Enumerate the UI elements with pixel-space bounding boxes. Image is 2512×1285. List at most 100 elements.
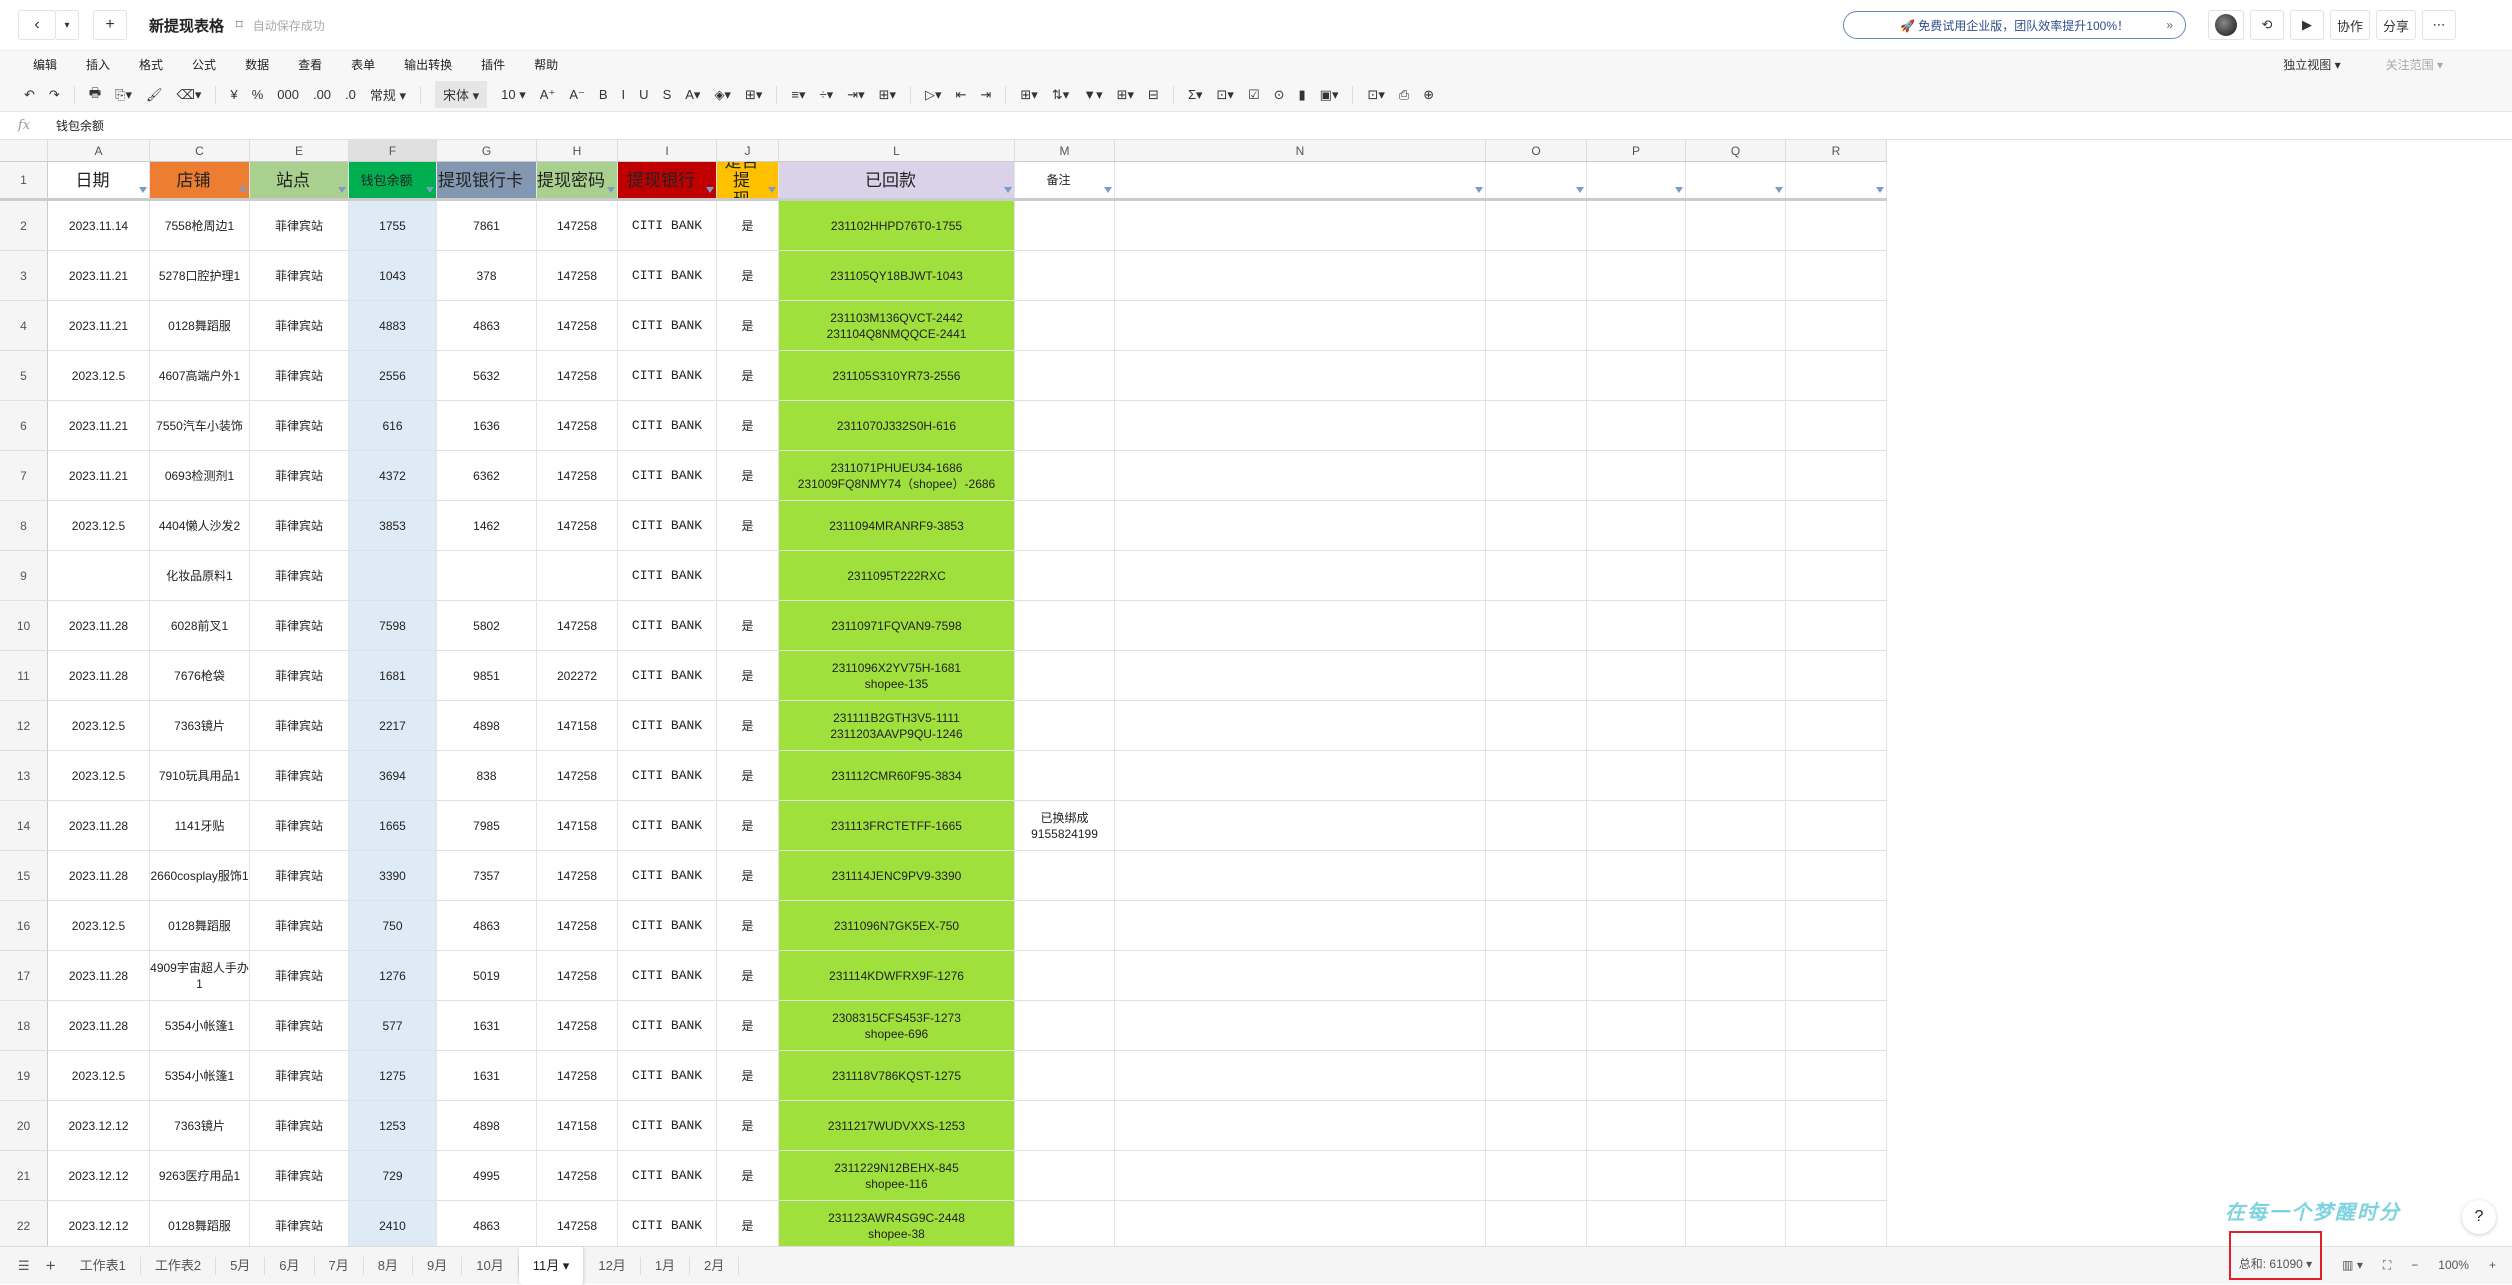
row-number[interactable]: 6	[0, 401, 48, 450]
cell-N[interactable]	[1115, 1151, 1486, 1200]
cell-N[interactable]	[1115, 251, 1486, 300]
cell-I[interactable]: CITI BANK	[618, 201, 717, 250]
cell-M[interactable]	[1015, 751, 1115, 800]
cell-H[interactable]: 147258	[537, 851, 618, 900]
cell-A[interactable]: 2023.12.12	[48, 1151, 150, 1200]
cell-M[interactable]: 已换绑成 9155824199	[1015, 801, 1115, 850]
filter-icon[interactable]	[426, 187, 434, 193]
cell-H[interactable]: 147158	[537, 1101, 618, 1150]
cell-E[interactable]: 菲律宾站	[250, 1151, 349, 1200]
toolbar-button[interactable]: Σ▾	[1187, 86, 1203, 102]
cell-M[interactable]	[1015, 451, 1115, 500]
cell-Q[interactable]	[1686, 601, 1786, 650]
toolbar-button[interactable]: ⊞▾	[1020, 86, 1038, 102]
column-header-J[interactable]: J	[717, 140, 779, 161]
document-title[interactable]: 新提现表格	[149, 17, 225, 35]
toolbar-button[interactable]: 000	[277, 87, 299, 102]
cell-A[interactable]: 2023.11.21	[48, 401, 150, 450]
cell-I[interactable]: CITI BANK	[618, 251, 717, 300]
cell-J[interactable]: 是	[717, 651, 779, 700]
filter-icon[interactable]	[139, 187, 147, 193]
cell-L[interactable]: 2311071PHUEU34-1686 231009FQ8NMY74（shope…	[779, 451, 1015, 500]
cell-I[interactable]: CITI BANK	[618, 651, 717, 700]
header-cell[interactable]: 提现银行	[618, 162, 717, 198]
cell-H[interactable]: 147258	[537, 451, 618, 500]
cell-I[interactable]: CITI BANK	[618, 701, 717, 750]
cell-M[interactable]	[1015, 601, 1115, 650]
cell-I[interactable]: CITI BANK	[618, 401, 717, 450]
font-size-select[interactable]: 10 ▾	[501, 86, 526, 102]
cell-O[interactable]	[1486, 351, 1587, 400]
cell-O[interactable]	[1486, 701, 1587, 750]
cell-R[interactable]	[1786, 401, 1887, 450]
cell-P[interactable]	[1587, 801, 1686, 850]
cell-M[interactable]	[1015, 901, 1115, 950]
cell-F[interactable]: 2556	[349, 351, 437, 400]
cell-O[interactable]	[1486, 1151, 1587, 1200]
cell-Q[interactable]	[1686, 401, 1786, 450]
cell-G[interactable]: 5802	[437, 601, 537, 650]
toolbar-button[interactable]: ⌫▾	[176, 86, 202, 102]
filter-icon[interactable]	[1576, 187, 1584, 193]
cell-R[interactable]	[1786, 1151, 1887, 1200]
cell-A[interactable]: 2023.11.21	[48, 251, 150, 300]
cell-L[interactable]: 2311217WUDVXXS-1253	[779, 1101, 1015, 1150]
toolbar-button[interactable]: ¥	[230, 87, 238, 102]
cell-Q[interactable]	[1686, 1151, 1786, 1200]
header-cell[interactable]	[1115, 162, 1486, 198]
toolbar-button[interactable]: 🖶	[88, 84, 102, 100]
cell-L[interactable]: 2311095T222RXC	[779, 551, 1015, 600]
history-dropdown[interactable]: ▾	[55, 10, 79, 40]
cell-R[interactable]	[1786, 351, 1887, 400]
header-cell[interactable]	[1686, 162, 1786, 198]
cell-N[interactable]	[1115, 201, 1486, 250]
cell-R[interactable]	[1786, 451, 1887, 500]
menu-item[interactable]: 输出转换	[404, 58, 453, 72]
cell-J[interactable]: 是	[717, 351, 779, 400]
cell-C[interactable]: 0693检测剂1	[150, 451, 250, 500]
cell-A[interactable]: 2023.12.5	[48, 1051, 150, 1100]
row-number[interactable]: 16	[0, 901, 48, 950]
back-button[interactable]: ‹	[18, 10, 56, 40]
filter-icon[interactable]	[239, 187, 247, 193]
row-number[interactable]: 20	[0, 1101, 48, 1150]
cell-A[interactable]: 2023.11.28	[48, 851, 150, 900]
cell-C[interactable]: 化妆品原料1	[150, 551, 250, 600]
cell-C[interactable]: 7676枪袋	[150, 651, 250, 700]
cell-N[interactable]	[1115, 401, 1486, 450]
cell-C[interactable]: 7363镜片	[150, 701, 250, 750]
cell-E[interactable]: 菲律宾站	[250, 1201, 349, 1250]
cell-M[interactable]	[1015, 551, 1115, 600]
cell-M[interactable]	[1015, 651, 1115, 700]
cell-L[interactable]: 231103M136QVCT-2442 231104Q8NMQQCE-2441	[779, 301, 1015, 350]
cell-Q[interactable]	[1686, 1001, 1786, 1050]
column-header-H[interactable]: H	[537, 140, 618, 161]
cell-P[interactable]	[1587, 301, 1686, 350]
toolbar-button[interactable]: ÷▾	[819, 86, 834, 102]
menu-item[interactable]: 查看	[298, 58, 323, 72]
menu-item[interactable]: 格式	[139, 58, 164, 72]
enterprise-promo-banner[interactable]: 🚀 免费试用企业版，团队效率提升100%！ »	[1843, 11, 2186, 39]
cell-C[interactable]: 9263医疗用品1	[150, 1151, 250, 1200]
toolbar-button[interactable]: ↶	[24, 86, 35, 102]
toolbar-button[interactable]: ↷	[48, 86, 60, 102]
cell-J[interactable]: 是	[717, 451, 779, 500]
filter-icon[interactable]	[1775, 187, 1783, 193]
cell-J[interactable]: 是	[717, 301, 779, 350]
menu-item[interactable]: 公式	[192, 58, 217, 72]
cell-A[interactable]: 2023.12.12	[48, 1101, 150, 1150]
toolbar-button[interactable]: ▼▾	[1083, 86, 1103, 102]
cell-H[interactable]: 147258	[537, 951, 618, 1000]
cell-P[interactable]	[1587, 1101, 1686, 1150]
cell-J[interactable]: 是	[717, 1001, 779, 1050]
header-cell[interactable]: 是否提 现	[717, 162, 779, 198]
cell-L[interactable]: 231112CMR60F95-3834	[779, 751, 1015, 800]
cell-Q[interactable]	[1686, 951, 1786, 1000]
toolbar-button[interactable]: ⊞▾	[878, 86, 897, 102]
menu-item[interactable]: 插入	[86, 58, 111, 72]
collaborate-button[interactable]: 协作	[2330, 10, 2371, 40]
menu-item[interactable]: 插件	[481, 58, 506, 72]
header-cell[interactable]: 钱包余额	[349, 162, 437, 198]
cell-F[interactable]: 3694	[349, 751, 437, 800]
cell-E[interactable]: 菲律宾站	[250, 301, 349, 350]
